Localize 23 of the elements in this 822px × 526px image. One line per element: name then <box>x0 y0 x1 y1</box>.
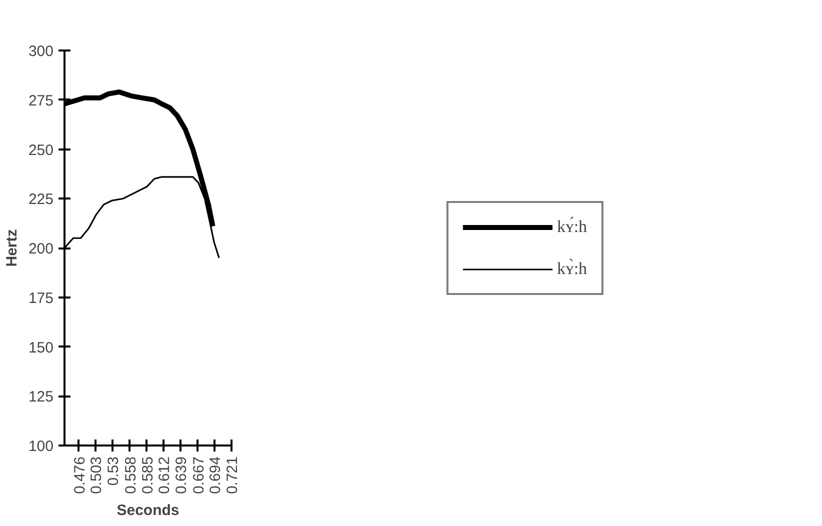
x-axis-title: Seconds <box>116 502 180 520</box>
x-tick-label: 0.667 <box>190 456 208 494</box>
y-tick-label: 150 <box>28 339 54 356</box>
x-tick-label: 0.558 <box>122 456 140 494</box>
y-tick-label: 300 <box>28 43 54 60</box>
text: kʏ́:h <box>556 216 588 236</box>
y-axis-title: Hertz <box>3 229 20 267</box>
y-tick-label: 125 <box>28 388 54 406</box>
text: kʏ̀:h <box>556 258 588 278</box>
y-tick-label: 175 <box>28 290 54 307</box>
y-tick-label: 200 <box>28 240 54 258</box>
x-tick-label: 0.721 <box>224 456 241 494</box>
x-tick-label: 0.639 <box>172 456 190 494</box>
x-tick-label: 0.53 <box>104 456 122 486</box>
y-tick-label: 100 <box>28 438 54 455</box>
x-tick-label: 0.694 <box>207 456 224 494</box>
x-tick-label: 0.585 <box>139 456 156 494</box>
y-tick-label: 250 <box>28 142 54 159</box>
y-tick-label: 275 <box>28 92 54 110</box>
x-tick-label: 0.612 <box>156 456 174 494</box>
y-tick-label: 225 <box>28 191 54 208</box>
x-tick-label: 0.503 <box>88 456 106 494</box>
x-tick-label: 0.476 <box>71 456 88 494</box>
